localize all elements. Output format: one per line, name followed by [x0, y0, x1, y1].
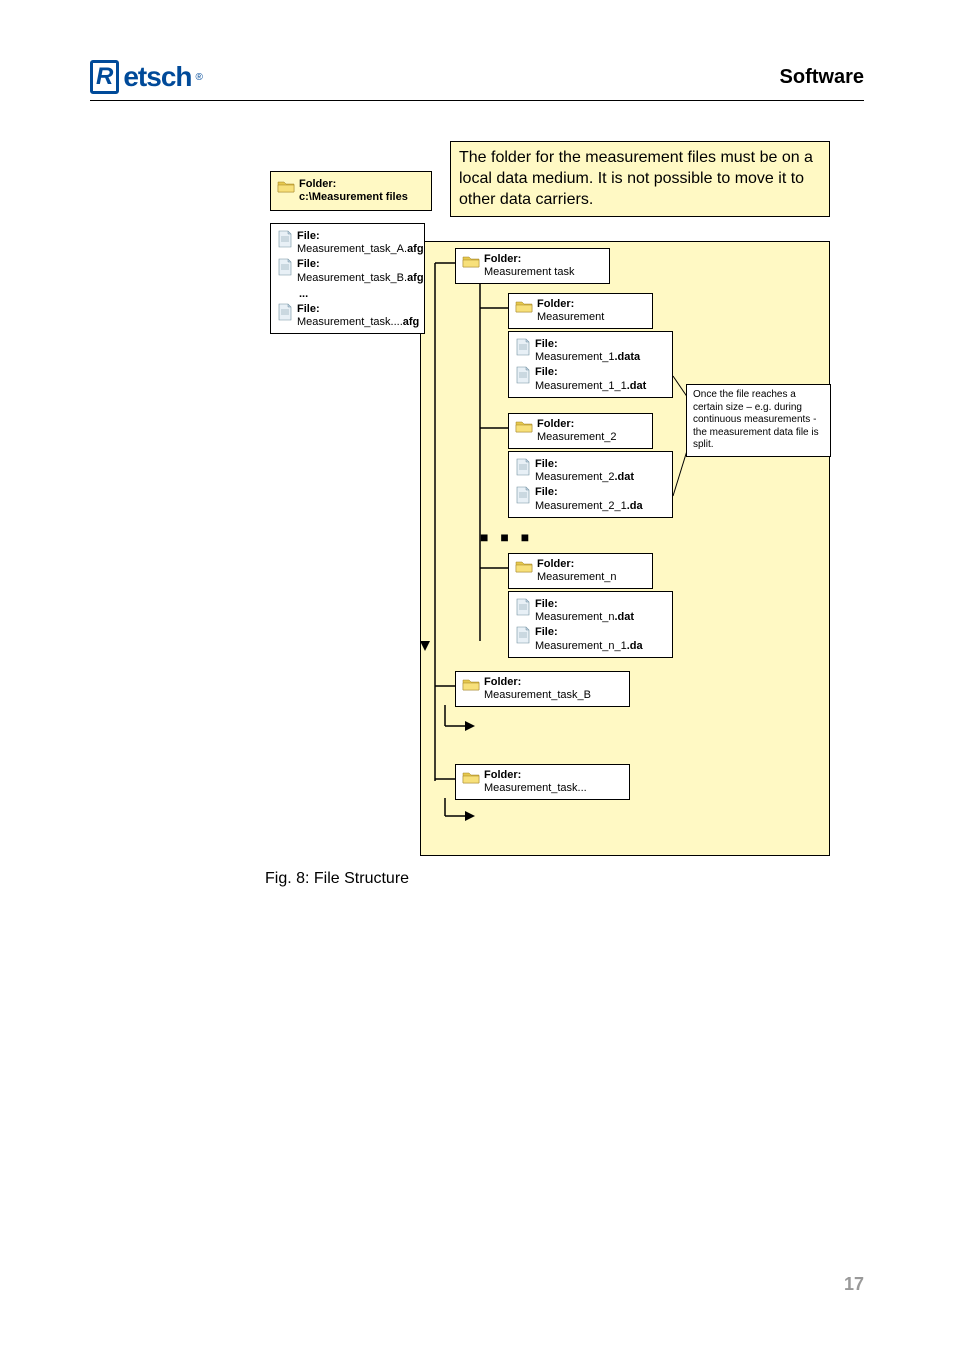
folder-icon [462, 677, 480, 691]
file-row: File: Measurement_task_A.afg [277, 230, 418, 256]
file-row: File: Measurement_task....afg [277, 303, 418, 329]
folder-icon [277, 179, 295, 193]
root-files-box: File: Measurement_task_A.afg File: Measu… [270, 223, 425, 334]
meas2-files: File: Measurement_2.dat File: Measuremen… [508, 451, 673, 518]
file-icon [277, 258, 293, 276]
logo: Retsch® [90, 60, 203, 94]
folder-icon [515, 419, 533, 433]
folder-icon [515, 299, 533, 313]
folder-icon [462, 254, 480, 268]
note-split: Once the file reaches a certain size – e… [686, 384, 831, 457]
logo-text: etsch [123, 61, 191, 93]
folder-icon [462, 770, 480, 784]
task-dots-folder: Folder: Measurement_task... [455, 764, 630, 800]
file-icon [515, 458, 531, 476]
folder-path: c:\Measurement files [299, 191, 408, 204]
folder-label: Folder: [299, 178, 408, 191]
measn-folder: Folder: Measurement_n [508, 553, 653, 589]
note-top: The folder for the measurement files mus… [450, 141, 830, 217]
measn-files: File: Measurement_n.dat File: Measuremen… [508, 591, 673, 658]
file-icon [515, 626, 531, 644]
file-row: File: Measurement_task_B.afg [277, 258, 418, 284]
folder-icon [515, 559, 533, 573]
logo-r: R [90, 60, 119, 94]
meas1-files: File: Measurement_1.data File: Measureme… [508, 331, 673, 398]
page: Retsch® Software The folder for the meas… [0, 0, 954, 1350]
header: Retsch® Software [90, 60, 864, 101]
task-folder: Folder: Measurement task [455, 248, 610, 284]
meas1-folder: Folder: Measurement [508, 293, 653, 329]
file-icon [515, 598, 531, 616]
diagram: The folder for the measurement files mus… [270, 141, 850, 861]
file-icon [277, 230, 293, 248]
file-icon [515, 486, 531, 504]
task-b-folder: Folder: Measurement_task_B [455, 671, 630, 707]
figure-caption: Fig. 8: File Structure [265, 870, 409, 888]
file-icon [515, 338, 531, 356]
dots-middle: ■ ■ ■ [480, 529, 533, 545]
meas2-folder: Folder: Measurement_2 [508, 413, 653, 449]
page-number: 17 [844, 1274, 864, 1295]
file-icon [515, 366, 531, 384]
file-icon [277, 303, 293, 321]
header-title: Software [780, 66, 864, 89]
root-folder-outer: Folder: c:\Measurement files [270, 171, 432, 211]
dots: ... [299, 288, 418, 300]
